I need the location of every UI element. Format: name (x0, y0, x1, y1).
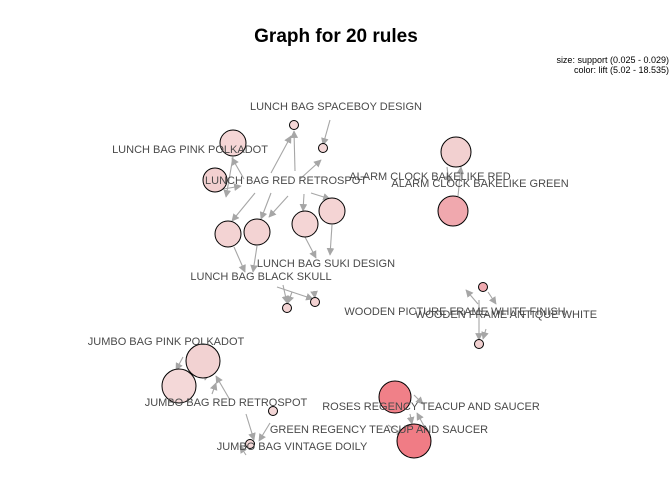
item-label-green-regency-teacup-and-saucer: GREEN REGENCY TEACUP AND SAUCER (270, 424, 488, 436)
rule-node-r7 (289, 120, 299, 130)
edge-arrow (239, 445, 248, 456)
edge-arrow (310, 192, 331, 201)
edge-arrow (481, 328, 489, 340)
item-label-lunch-bag-black-skull: LUNCH BAG BLACK SKULL (190, 271, 331, 283)
item-label-jumbo-bag-vintage-doily: JUMBO BAG VINTAGE DOILY (217, 441, 368, 453)
edge-arrow (413, 394, 424, 405)
edge-arrow (210, 382, 218, 395)
item-label-alarm-clock-bakelike-red: ALARM CLOCK BAKELIKE RED (349, 171, 510, 183)
edges-layer (175, 119, 497, 456)
edge-arrow (299, 193, 308, 212)
item-label-lunch-bag-red-retrospot: LUNCH BAG RED RETROSPOT (205, 175, 367, 187)
edge-arrow (310, 290, 318, 299)
edge-arrow (487, 291, 497, 305)
item-label-wooden-frame-antique-white: WOODEN FRAME ANTIQUE WHITE (415, 309, 597, 321)
edge-arrow (456, 166, 465, 197)
legend: size: support (0.025 - 0.029) color: lif… (556, 55, 669, 75)
legend-size-text: size: support (0.025 - 0.029) (556, 55, 669, 65)
chart-title: Graph for 20 rules (254, 26, 418, 47)
item-label-roses-regency-teacup-and-saucer: ROSES REGENCY TEACUP AND SAUCER (322, 401, 540, 413)
edge-arrow (304, 236, 317, 259)
rule-node-r4 (243, 218, 271, 246)
rule-node-r2 (202, 167, 228, 193)
edge-arrow (299, 159, 322, 180)
rule-node-r19 (378, 380, 412, 414)
item-label-lunch-bag-suki-design: LUNCH BAG SUKI DESIGN (257, 258, 395, 270)
edge-arrow (465, 289, 479, 305)
nodes-layer (161, 120, 488, 459)
rule-node-r1 (219, 129, 247, 157)
edge-arrow (231, 192, 256, 222)
rule-node-r6 (318, 197, 346, 225)
edge-arrow (250, 245, 258, 273)
rule-node-r20 (396, 423, 432, 459)
rule-node-r16 (161, 368, 197, 404)
item-label-jumbo-bag-red-retrospot: JUMBO BAG RED RETROSPOT (145, 397, 308, 409)
labels-layer: LUNCH BAG SPACEBOY DESIGN LUNCH BAG PINK … (88, 101, 597, 453)
rule-node-r15 (185, 343, 221, 379)
edge-arrow (416, 412, 425, 427)
edge-arrow (406, 413, 415, 425)
rule-node-r13 (478, 282, 488, 292)
edge-arrow (270, 135, 292, 174)
edge-arrow (233, 246, 246, 273)
edge-arrow (215, 375, 231, 401)
edge-arrow (321, 119, 331, 146)
item-label-wooden-picture-frame-white-finish: WOODEN PICTURE FRAME WHITE FINISH (344, 306, 565, 318)
item-label-lunch-bag-spaceboy-design: LUNCH BAG SPACEBOY DESIGN (250, 101, 422, 113)
edge-arrow (281, 284, 290, 304)
edge-arrow (175, 356, 184, 371)
edge-arrow (259, 192, 272, 220)
edge-arrow (444, 166, 452, 184)
rule-node-r9 (282, 303, 292, 313)
edge-arrow (258, 422, 271, 442)
rule-node-r8 (318, 143, 328, 153)
rule-node-r14 (474, 339, 484, 349)
rule-node-r12 (437, 195, 469, 227)
item-label-lunch-bag-pink-polkadot: LUNCH BAG PINK POLKADOT (112, 144, 268, 156)
rule-node-r5 (291, 210, 319, 238)
edge-arrow (268, 195, 289, 218)
rule-node-r17 (268, 406, 278, 416)
rule-node-r3 (214, 220, 242, 248)
edge-arrow (245, 413, 256, 441)
rule-node-r10 (310, 297, 320, 307)
rule-node-r11 (440, 136, 472, 168)
rule-node-r18 (245, 439, 255, 449)
edge-arrow (290, 130, 299, 172)
legend-color-text: color: lift (5.02 - 18.535) (573, 65, 669, 75)
edge-arrow (231, 157, 245, 180)
edge-arrow (326, 224, 335, 256)
item-label-jumbo-bag-pink-polkadot: JUMBO BAG PINK POLKADOT (88, 336, 245, 348)
edge-arrow (276, 286, 314, 301)
item-label-alarm-clock-bakelike-green: ALARM CLOCK BAKELIKE GREEN (391, 178, 568, 190)
edge-arrow (286, 291, 294, 304)
